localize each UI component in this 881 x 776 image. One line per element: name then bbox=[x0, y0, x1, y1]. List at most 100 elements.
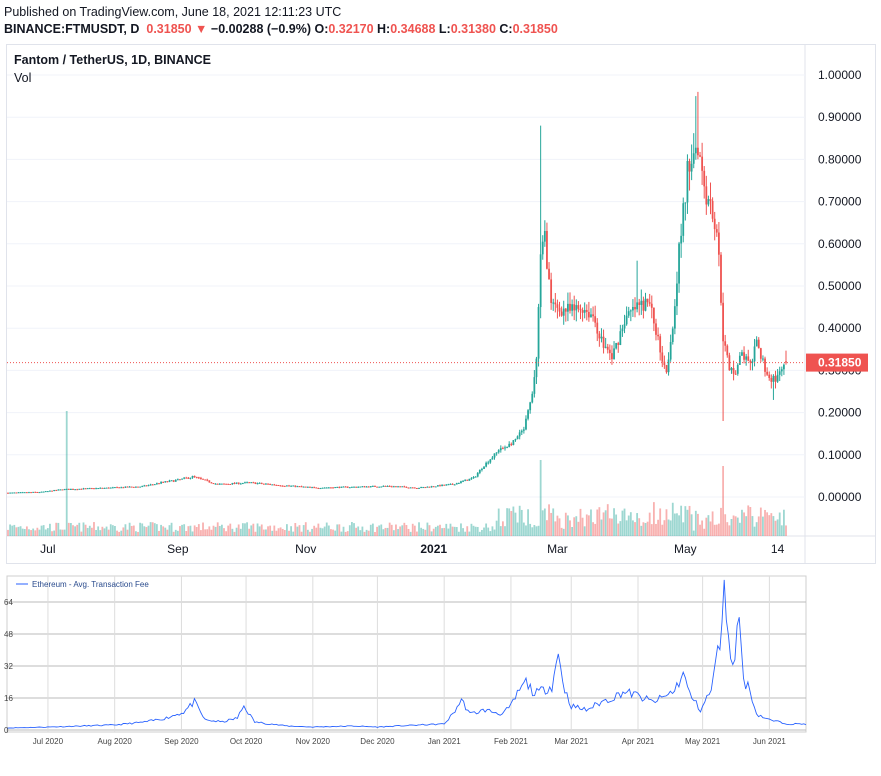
volume-bar bbox=[227, 525, 230, 536]
candle-body bbox=[202, 478, 204, 480]
volume-bar bbox=[449, 523, 452, 536]
last-price: 0.31850 bbox=[146, 22, 192, 36]
volume-bar bbox=[61, 529, 64, 536]
volume-bar bbox=[569, 520, 571, 536]
volume-bar bbox=[51, 531, 53, 536]
candle-body bbox=[327, 487, 330, 489]
volume-bar bbox=[715, 524, 718, 536]
volume-bar bbox=[554, 521, 557, 536]
candle-body bbox=[13, 492, 16, 494]
volume-bar bbox=[571, 526, 574, 536]
volume-bar bbox=[445, 523, 448, 536]
volume-bar bbox=[783, 509, 785, 536]
volume-bar bbox=[697, 513, 699, 536]
candle-body bbox=[218, 483, 221, 485]
candle-body bbox=[338, 486, 341, 488]
candle-body bbox=[451, 483, 454, 485]
volume-bar bbox=[298, 525, 301, 536]
volume-bar bbox=[724, 514, 727, 536]
candle-body bbox=[183, 477, 186, 479]
candle-body bbox=[550, 279, 553, 303]
candle-body bbox=[717, 232, 720, 255]
volume-bar bbox=[67, 522, 70, 536]
volume-bar bbox=[319, 527, 322, 536]
volume-bar bbox=[197, 524, 200, 536]
volume-bar bbox=[529, 523, 532, 536]
candle-body bbox=[197, 477, 200, 479]
volume-bar bbox=[747, 505, 750, 536]
candle-body bbox=[176, 479, 179, 481]
candle-body bbox=[256, 483, 259, 485]
candle-body bbox=[596, 322, 599, 334]
candle-body bbox=[237, 482, 240, 484]
volume-bar bbox=[564, 512, 567, 536]
volume-bar bbox=[65, 411, 68, 536]
volume-bar bbox=[84, 524, 87, 536]
candle-body bbox=[430, 486, 433, 488]
candle-body bbox=[407, 487, 410, 489]
volume-bar bbox=[541, 510, 544, 536]
volume-bar bbox=[168, 525, 171, 536]
candle-body bbox=[44, 491, 47, 493]
candle-body bbox=[342, 486, 345, 488]
change-value: −0.00288 (−0.9%) bbox=[210, 22, 311, 36]
volume-label: Vol bbox=[14, 71, 32, 85]
candle-body bbox=[422, 487, 425, 489]
y-tick-label: 0.40000 bbox=[818, 321, 862, 335]
volume-bar bbox=[126, 529, 129, 536]
candle-body bbox=[95, 488, 97, 490]
volume-bar bbox=[130, 525, 133, 536]
volume-bar bbox=[466, 526, 469, 536]
candle-body bbox=[166, 481, 169, 483]
volume-bar bbox=[82, 522, 85, 536]
candle-body bbox=[135, 486, 137, 488]
volume-bar bbox=[288, 530, 290, 536]
candle-body bbox=[436, 485, 439, 487]
candle-body bbox=[663, 361, 666, 366]
candle-body bbox=[474, 476, 477, 478]
candle-body bbox=[248, 482, 251, 484]
volume-bar bbox=[384, 527, 387, 536]
volume-bar bbox=[23, 529, 26, 536]
candle-body bbox=[762, 358, 764, 360]
volume-bar bbox=[451, 526, 454, 536]
volume-bar bbox=[174, 529, 177, 536]
volume-bar bbox=[309, 531, 311, 536]
volume-bar bbox=[780, 525, 783, 536]
volume-bar bbox=[262, 529, 265, 536]
candle-body bbox=[629, 310, 632, 312]
candle-body bbox=[334, 487, 337, 489]
candle-body bbox=[359, 486, 362, 488]
main-chart-panel[interactable] bbox=[6, 44, 876, 564]
candle-body bbox=[562, 308, 565, 316]
volume-bar bbox=[231, 528, 234, 536]
price-chart[interactable]: 1.00000 0.90000 0.80000 0.70000 0.60000 0.500… bbox=[0, 0, 881, 566]
volume-bar bbox=[587, 515, 590, 536]
candle-body bbox=[621, 328, 624, 332]
y-tick-label: 0.70000 bbox=[818, 195, 862, 209]
volume-bar bbox=[277, 528, 280, 536]
volume-bar bbox=[158, 530, 160, 536]
volume-bar bbox=[149, 522, 152, 536]
candle-body bbox=[220, 483, 223, 485]
candle-body bbox=[59, 489, 62, 491]
volume-bar bbox=[699, 524, 701, 536]
volume-bar bbox=[543, 508, 546, 536]
candle-body bbox=[539, 254, 542, 308]
candle-body bbox=[533, 377, 536, 394]
volume-bar bbox=[703, 528, 706, 536]
candle-body bbox=[632, 306, 634, 311]
volume-bar bbox=[539, 460, 542, 536]
candle-body bbox=[600, 336, 603, 339]
volume-bar bbox=[380, 524, 383, 536]
volume-bar bbox=[520, 509, 523, 536]
volume-bar bbox=[617, 523, 620, 536]
volume-bar bbox=[671, 502, 674, 536]
volume-bar bbox=[657, 519, 659, 536]
volume-bar bbox=[44, 529, 47, 536]
candle-body bbox=[738, 355, 741, 365]
volume-bar bbox=[241, 523, 244, 536]
candle-body bbox=[617, 343, 620, 345]
candle-body bbox=[705, 186, 708, 205]
volume-bar bbox=[483, 527, 485, 536]
